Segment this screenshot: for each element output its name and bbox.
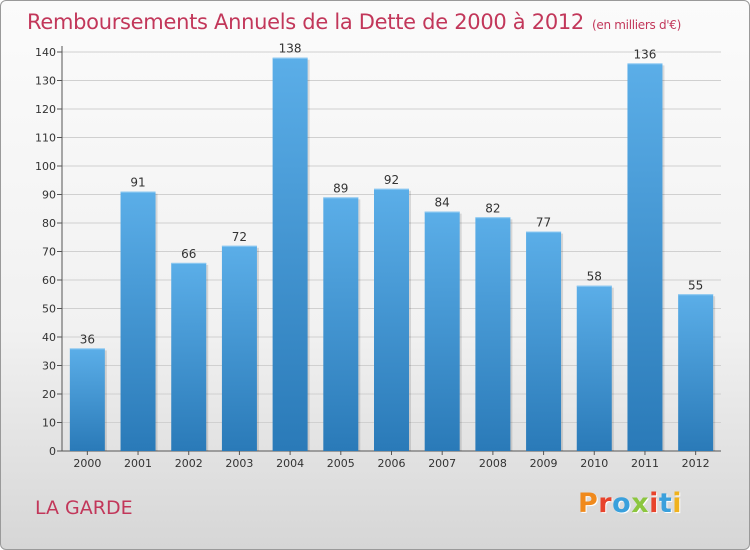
- y-tick-label: 0: [49, 445, 56, 458]
- bar-value-label: 77: [536, 216, 551, 230]
- bar-value-label: 72: [232, 230, 247, 244]
- bar: [424, 211, 460, 451]
- logo-letter: r: [598, 488, 613, 519]
- y-tick-label: 110: [35, 132, 56, 145]
- bar-value-label: 91: [130, 176, 145, 190]
- bar: [475, 217, 511, 451]
- bar: [323, 197, 359, 451]
- bar-value-label: 84: [435, 196, 450, 210]
- chart-subtitle: (en milliers d'€): [592, 18, 682, 32]
- bar: [678, 294, 714, 451]
- y-tick-label: 130: [35, 75, 56, 88]
- bar: [576, 285, 612, 451]
- bar-value-label: 89: [333, 181, 348, 195]
- bar-chart: 0 10 20 30 40 50 60 70 80 90 100 110 120 130 140 36 2000…: [35, 42, 721, 470]
- x-tick-label: 2012: [682, 457, 710, 470]
- bar: [221, 245, 257, 451]
- proxiti-logo[interactable]: Proxiti: [578, 488, 682, 519]
- bar-value-label: 92: [384, 173, 399, 187]
- bar: [374, 188, 409, 452]
- commune-name: LA GARDE: [35, 497, 133, 519]
- bar: [627, 63, 663, 452]
- x-tick-label: 2001: [124, 457, 152, 470]
- chart-title: Remboursements Annuels de la Dette de 20…: [27, 10, 681, 34]
- x-tick-label: 2010: [580, 457, 608, 470]
- x-tick-label: 2003: [225, 457, 253, 470]
- y-tick-label: 120: [35, 103, 56, 116]
- bar-value-label: 82: [485, 201, 500, 215]
- bar: [120, 191, 156, 451]
- bar: [526, 231, 562, 451]
- y-tick-label: 60: [42, 274, 56, 287]
- bar: [171, 262, 207, 451]
- x-tick-label: 2011: [631, 457, 659, 470]
- bars: [69, 57, 716, 452]
- x-tick-label: 2002: [175, 457, 203, 470]
- y-tick-label: 140: [35, 46, 56, 59]
- logo-letter: x: [631, 488, 650, 519]
- y-tick-label: 100: [35, 160, 56, 173]
- logo-letter: P: [578, 488, 599, 519]
- y-tick-label: 90: [42, 189, 56, 202]
- x-tick-label: 2004: [276, 457, 304, 470]
- bar: [272, 57, 308, 451]
- y-tick-label: 30: [42, 360, 56, 373]
- logo-letter: i: [649, 488, 659, 519]
- bar-value-label: 138: [279, 42, 302, 56]
- y-tick-label: 20: [42, 388, 56, 401]
- x-tick-label: 2005: [327, 457, 355, 470]
- x-tick-label: 2009: [530, 457, 558, 470]
- bar-value-label: 136: [634, 47, 657, 61]
- logo-letter: t: [658, 488, 673, 519]
- x-tick-label: 2007: [428, 457, 456, 470]
- labels: 0 10 20 30 40 50 60 70 80 90 100 110 120 130 140 36 2000…: [35, 42, 710, 470]
- bar-value-label: 58: [587, 270, 602, 284]
- x-tick-label: 2000: [73, 457, 101, 470]
- y-tick-label: 50: [42, 303, 56, 316]
- y-tick-label: 70: [42, 246, 56, 259]
- y-tick-label: 10: [42, 417, 56, 430]
- logo-letter: o: [612, 488, 632, 519]
- bar-value-label: 66: [181, 247, 196, 261]
- bar: [69, 348, 105, 451]
- x-tick-label: 2006: [378, 457, 406, 470]
- y-tick-label: 80: [42, 217, 56, 230]
- x-tick-label: 2008: [479, 457, 507, 470]
- bar-value-label: 36: [80, 332, 95, 346]
- logo-letter: i: [672, 488, 683, 519]
- chart-title-text: Remboursements Annuels de la Dette de 20…: [27, 10, 584, 34]
- bar-value-label: 55: [688, 278, 703, 292]
- y-tick-label: 40: [42, 331, 56, 344]
